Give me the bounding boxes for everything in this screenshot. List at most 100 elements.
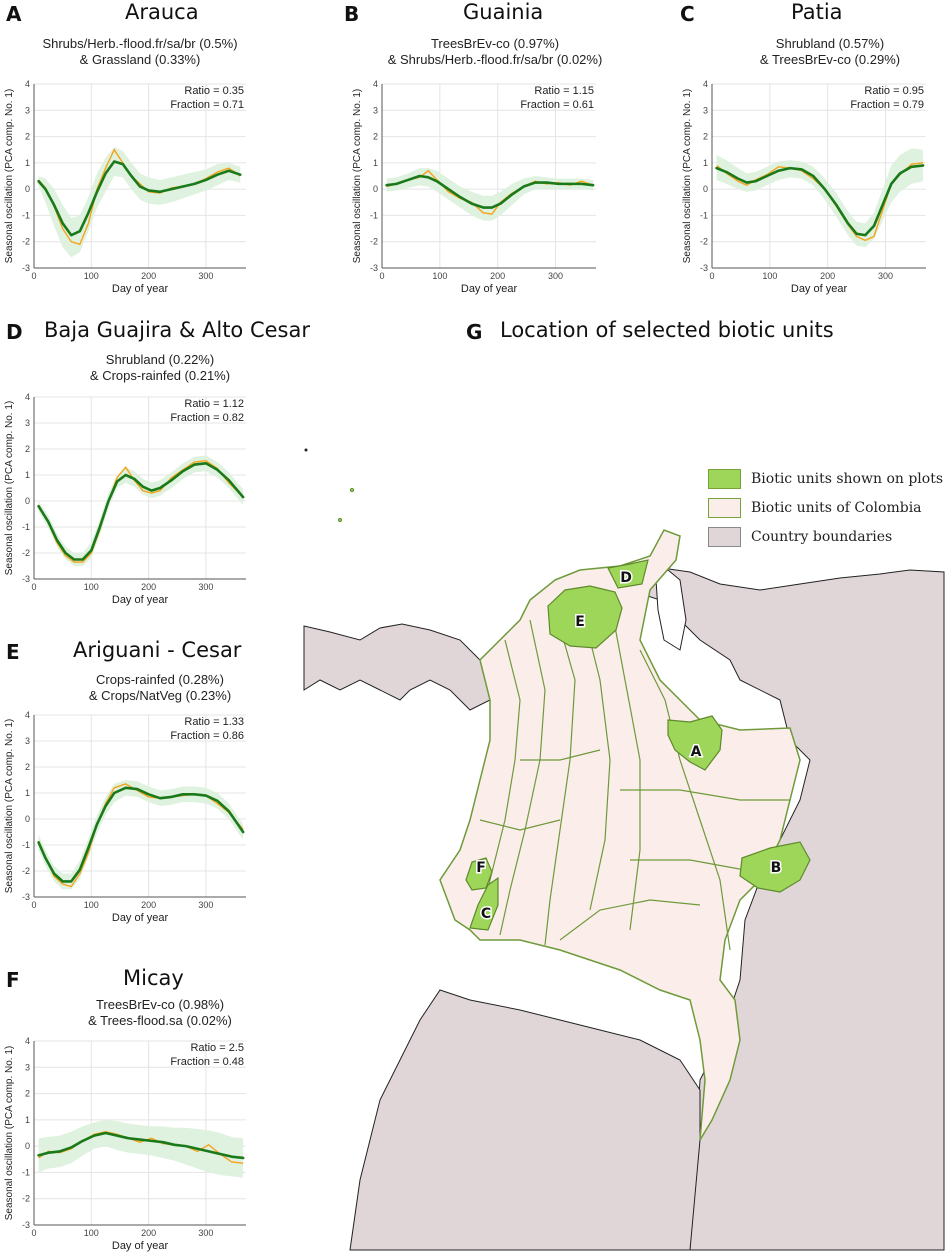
x-axis-label: Day of year — [112, 594, 169, 606]
y-tick-label: 1 — [25, 1115, 30, 1125]
y-tick-label: -3 — [22, 892, 30, 902]
uncertainty-band — [38, 147, 241, 258]
y-tick-label: 0 — [25, 1141, 30, 1151]
x-tick-label: 300 — [198, 1228, 213, 1238]
y-tick-label: -2 — [700, 237, 708, 247]
y-axis-label: Seasonal oscillation (PCA comp. No. 1) — [682, 89, 693, 264]
x-tick-label: 300 — [548, 271, 563, 281]
x-tick-label: 100 — [84, 271, 99, 281]
ratio-label: Ratio = 2.5 — [190, 1042, 244, 1054]
y-tick-label: -3 — [370, 263, 378, 273]
x-tick-label: 300 — [198, 271, 213, 281]
panel-letter: C — [680, 2, 695, 26]
smooth-series-line — [37, 160, 242, 237]
island-dot — [304, 448, 308, 452]
country-peru-brazil — [349, 989, 701, 1251]
unit-c — [469, 876, 499, 931]
colombia-biotic-units — [439, 529, 801, 1141]
y-tick-label: 1 — [703, 158, 708, 168]
x-tick-label: 200 — [141, 900, 156, 910]
country-panama — [303, 623, 491, 711]
panel-title: Patia — [791, 0, 843, 24]
y-tick-label: 1 — [25, 788, 30, 798]
x-tick-label: 100 — [84, 1228, 99, 1238]
smooth-series-line — [385, 174, 595, 209]
legend-label: Biotic units of Colombia — [751, 499, 922, 516]
smooth-series-line — [715, 164, 925, 237]
y-tick-label: 3 — [703, 105, 708, 115]
legend-item: Biotic units shown on plots — [708, 464, 943, 493]
y-tick-label: 0 — [703, 184, 708, 194]
panel-title: Micay — [123, 966, 184, 990]
y-tick-label: 4 — [25, 79, 30, 89]
x-tick-label: 0 — [31, 271, 36, 281]
subtitle-line-1: Shrubland (0.22%) — [105, 352, 215, 367]
x-tick-label: 0 — [31, 900, 36, 910]
panel-subtitle: TreesBrEv-co (0.97%) & Shrubs/Herb.-floo… — [380, 36, 610, 68]
y-tick-label: -1 — [22, 522, 30, 532]
y-tick-label: 3 — [373, 105, 378, 115]
x-axis-label: Day of year — [112, 912, 169, 924]
subtitle-line-2: & Crops/NatVeg (0.23%) — [88, 688, 232, 703]
x-axis-label: Day of year — [461, 283, 518, 295]
y-tick-label: 4 — [703, 79, 708, 89]
ratio-label: Ratio = 1.15 — [534, 85, 594, 97]
y-tick-label: -2 — [22, 548, 30, 558]
subtitle-line-2: & TreesBrEv-co (0.29%) — [759, 52, 901, 67]
y-tick-label: -2 — [370, 237, 378, 247]
y-axis-label: Seasonal oscillation (PCA comp. No. 1) — [4, 401, 15, 576]
y-tick-label: 0 — [25, 814, 30, 824]
y-tick-label: 4 — [25, 1036, 30, 1046]
subtitle-line-1: Shrubland (0.57%) — [775, 36, 885, 51]
unit-labels: A B C D E F — [475, 569, 783, 924]
fraction-label: Fraction = 0.71 — [170, 99, 244, 111]
ratio-label: Ratio = 0.35 — [184, 85, 244, 97]
y-tick-label: 2 — [373, 132, 378, 142]
x-tick-label: 100 — [84, 582, 99, 592]
x-tick-label: 100 — [84, 900, 99, 910]
panel-title: Guainia — [463, 0, 544, 24]
fraction-label: Fraction = 0.79 — [850, 99, 924, 111]
map-panel-letter: G — [466, 320, 483, 344]
y-tick-label: 3 — [25, 1062, 30, 1072]
unit-label-d: D — [620, 570, 632, 586]
ratio-label: Ratio = 1.12 — [184, 398, 244, 410]
y-axis-label: Seasonal oscillation (PCA comp. No. 1) — [4, 89, 15, 264]
legend-swatch — [708, 468, 741, 489]
x-tick-label: 200 — [141, 1228, 156, 1238]
unit-label-e: E — [575, 614, 585, 630]
y-tick-label: 3 — [25, 736, 30, 746]
y-tick-label: -1 — [700, 210, 708, 220]
x-axis-label: Day of year — [112, 283, 169, 295]
panel-letter: D — [6, 320, 23, 344]
y-tick-label: -2 — [22, 1194, 30, 1204]
panel-letter: B — [344, 2, 360, 26]
y-tick-label: 4 — [25, 392, 30, 402]
unit-boundaries — [479, 599, 790, 951]
panel-subtitle: Shrubland (0.22%) & Crops-rainfed (0.21%… — [60, 352, 260, 384]
panel-letter: F — [6, 968, 20, 992]
y-tick-label: 0 — [25, 184, 30, 194]
x-tick-label: 0 — [31, 1228, 36, 1238]
panel-subtitle: Shrubs/Herb.-flood.fr/sa/br (0.5%) & Gra… — [40, 36, 240, 68]
unit-label-c: C — [481, 906, 491, 922]
y-tick-label: 1 — [25, 158, 30, 168]
y-tick-label: -3 — [22, 263, 30, 273]
legend-item: Country boundaries — [708, 522, 943, 551]
y-tick-label: -3 — [700, 263, 708, 273]
subtitle-line-2: & Shrubs/Herb.-flood.fr/sa/br (0.02%) — [387, 52, 603, 67]
x-tick-label: 300 — [198, 582, 213, 592]
highlighted-units — [465, 559, 811, 931]
fraction-label: Fraction = 0.48 — [170, 1056, 244, 1068]
unit-b — [739, 841, 811, 893]
y-tick-label: 2 — [25, 132, 30, 142]
y-tick-label: -1 — [22, 1167, 30, 1177]
y-tick-label: 0 — [25, 496, 30, 506]
panel-subtitle: Crops-rainfed (0.28%) & Crops/NatVeg (0.… — [60, 672, 260, 704]
